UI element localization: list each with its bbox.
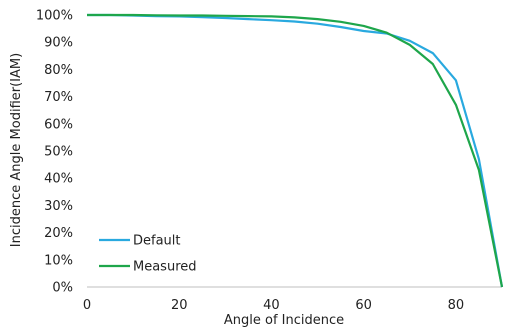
- y-axis-title: Incidence Angle Modifier(IAM): [9, 53, 24, 247]
- y-axis-tick-labels: 0% 10% 20% 30% 40% 50% 60% 70% 80% 90% 100%: [36, 9, 73, 296]
- x-tick-label: 40: [263, 298, 280, 313]
- y-tick-label: 70%: [44, 90, 73, 105]
- x-tick-label: 60: [355, 298, 372, 313]
- series-lines: [87, 13, 504, 288]
- x-axis-title: Angle of Incidence: [224, 313, 344, 328]
- legend: Default Measured: [99, 234, 197, 275]
- x-axis-tick-labels: 0 20 40 60 80: [83, 298, 464, 313]
- y-tick-label: 10%: [44, 253, 73, 268]
- y-tick-label: 30%: [44, 199, 73, 214]
- y-tick-label: 40%: [44, 172, 73, 187]
- y-tick-label: 20%: [44, 226, 73, 241]
- x-tick-label: 20: [171, 298, 188, 313]
- legend-label-measured: Measured: [133, 260, 197, 275]
- y-tick-label: 100%: [36, 9, 73, 24]
- x-tick-label: 80: [448, 298, 465, 313]
- y-tick-label: 0%: [52, 281, 73, 296]
- legend-label-default: Default: [133, 234, 181, 249]
- x-tick-label: 0: [83, 298, 91, 313]
- series-line-measured: [87, 13, 504, 288]
- y-tick-label: 50%: [44, 145, 73, 160]
- y-tick-label: 80%: [44, 63, 73, 78]
- y-tick-label: 90%: [44, 36, 73, 51]
- y-tick-label: 60%: [44, 117, 73, 132]
